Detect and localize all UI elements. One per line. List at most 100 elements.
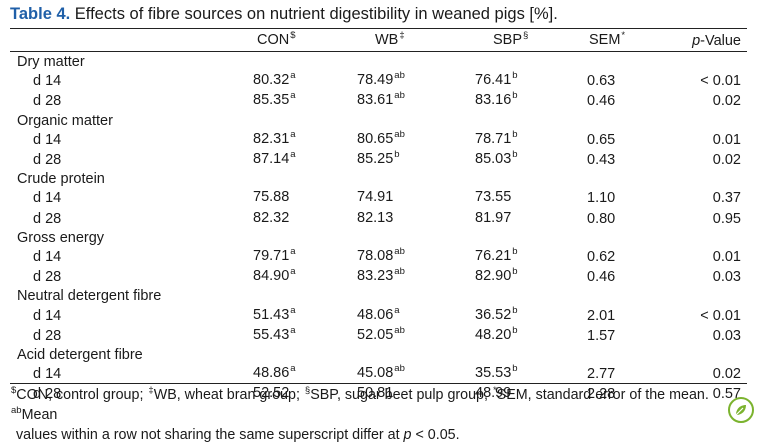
sem-value: 2.28 — [587, 386, 616, 403]
table-footnote: $CON, control group; ‡WB, wheat bran gro… — [10, 385, 750, 445]
sbp-value: 35.53b — [475, 363, 518, 382]
wb-value: 45.08ab — [357, 363, 405, 382]
table-row: d 14 79.71a 78.08ab 76.21b 0.62 0.01 — [10, 246, 747, 267]
group-label: Crude protein — [17, 171, 105, 188]
p-value: 0.95 — [712, 210, 741, 227]
sem-value: 1.10 — [587, 190, 616, 207]
table-figure: Table 4. Effects of fibre sources on nut… — [10, 0, 747, 443]
table-row: d 14 48.86a 45.08ab 35.53b 2.77 0.02 — [10, 363, 747, 384]
p-value: < 0.01 — [700, 73, 741, 90]
sbp-value: 83.16b — [475, 90, 518, 109]
header-sbp: SBP§ — [493, 30, 529, 48]
header-con: CON$ — [257, 30, 296, 48]
sbp-value: 48.20b — [475, 324, 518, 343]
group-row: Crude protein — [10, 170, 747, 188]
row-label: d 28 — [33, 386, 62, 403]
table-row: d 14 51.43a 48.06a 36.52b 2.01 < 0.01 — [10, 304, 747, 326]
con-value: 48.86a — [253, 363, 296, 382]
row-label: d 14 — [33, 249, 62, 266]
sbp-value: 73.55 — [475, 189, 512, 206]
digestibility-table: CON$ WB‡ SBP§ SEM* p-Value Dry matter d 1… — [10, 29, 747, 405]
sbp-value: 36.52b — [475, 304, 518, 323]
sbp-value: 81.97 — [475, 209, 512, 226]
p-value: 0.37 — [712, 190, 741, 207]
sbp-value: 82.90b — [475, 266, 518, 285]
con-value: 52.52 — [253, 385, 290, 402]
group-row: Gross energy — [10, 229, 747, 247]
con-value: 87.14a — [253, 149, 296, 168]
wb-value: 52.05ab — [357, 324, 405, 343]
group-row: Dry matter — [10, 53, 747, 71]
row-label: d 14 — [33, 73, 62, 90]
group-label: Dry matter — [17, 54, 85, 70]
sem-value: 0.63 — [587, 73, 616, 90]
table-row: d 14 80.32a 78.49ab 76.41b 0.63 < 0.01 — [10, 70, 747, 91]
group-label: Neutral detergent fibre — [17, 288, 162, 305]
header-rule — [10, 51, 747, 52]
wb-value: 78.08ab — [357, 246, 405, 265]
group-label: Gross energy — [17, 229, 105, 246]
group-row: Neutral detergent fibre — [10, 287, 747, 305]
sem-value: 0.65 — [587, 131, 616, 148]
p-value: 0.02 — [712, 93, 741, 110]
wb-value: 74.91 — [357, 189, 394, 206]
con-value: 80.32a — [253, 70, 296, 89]
sbp-value: 48.99 — [475, 385, 512, 402]
wb-value: 85.25b — [357, 149, 400, 168]
p-value: 0.02 — [712, 152, 741, 169]
p-value: 0.03 — [712, 327, 741, 344]
wb-value: 80.65ab — [357, 128, 405, 147]
sbp-value: 78.71b — [475, 128, 518, 147]
p-value: 0.02 — [712, 366, 741, 383]
table-row: d 28 87.14a 85.25b 85.03b 0.43 0.02 — [10, 149, 747, 170]
wb-value: 78.49ab — [357, 70, 405, 89]
group-row: Acid detergent fibre — [10, 346, 747, 364]
sbp-value: 76.41b — [475, 70, 518, 89]
wb-value: 50.81 — [357, 385, 394, 402]
con-value: 51.43a — [253, 304, 296, 323]
group-row: Organic matter — [10, 112, 747, 130]
sem-value: 2.01 — [587, 307, 616, 324]
footnote-line-1: $CON, control group; ‡WB, wheat bran gro… — [11, 385, 709, 423]
sem-value: 0.80 — [587, 210, 616, 227]
wb-value: 48.06a — [357, 304, 400, 323]
table-row: d 28 52.52 50.81 48.99 2.28 0.57 — [10, 384, 747, 404]
table-body: Dry matter d 14 80.32a 78.49ab 76.41b 0.63 < 0… — [10, 53, 747, 405]
leaf-icon — [735, 405, 746, 416]
table-row: d 28 55.43a 52.05ab 48.20b 1.57 0.03 — [10, 324, 747, 346]
table-row: d 28 82.32 82.13 81.97 0.80 0.95 — [10, 209, 747, 229]
table-caption: Table 4. Effects of fibre sources on nut… — [10, 3, 747, 25]
wb-value: 83.61ab — [357, 90, 405, 109]
header-p-value: p-Value — [692, 33, 741, 49]
row-label: d 14 — [33, 190, 62, 207]
row-label: d 28 — [33, 210, 62, 227]
con-value: 84.90a — [253, 266, 296, 285]
leaf-badge-icon[interactable] — [728, 397, 754, 423]
p-value: 0.01 — [712, 131, 741, 148]
bottom-rule — [10, 383, 747, 384]
group-label: Organic matter — [17, 112, 113, 129]
caption-label: Table 4. — [10, 5, 71, 23]
row-label: d 28 — [33, 93, 62, 110]
row-label: d 28 — [33, 269, 62, 286]
table-row: d 14 82.31a 80.65ab 78.71b 0.65 0.01 — [10, 128, 747, 150]
wb-value: 83.23ab — [357, 266, 405, 285]
sem-value: 0.62 — [587, 249, 616, 266]
footnote-line-2: values within a row not sharing the same… — [16, 427, 460, 443]
row-label: d 28 — [33, 152, 62, 169]
row-label: d 28 — [33, 327, 62, 344]
table-header: CON$ WB‡ SBP§ SEM* p-Value — [10, 29, 747, 53]
table-row: d 28 84.90a 83.23ab 82.90b 0.46 0.03 — [10, 266, 747, 287]
group-label: Acid detergent fibre — [17, 347, 143, 364]
header-sem: SEM* — [589, 30, 626, 48]
row-label: d 14 — [33, 366, 62, 383]
row-label: d 14 — [33, 307, 62, 324]
sbp-value: 85.03b — [475, 149, 518, 168]
con-value: 85.35a — [253, 90, 296, 109]
wb-value: 82.13 — [357, 209, 394, 226]
table-row: d 28 85.35a 83.61ab 83.16b 0.46 0.02 — [10, 90, 747, 111]
con-value: 75.88 — [253, 189, 290, 206]
caption-text: Effects of fibre sources on nutrient dig… — [70, 5, 558, 23]
header-blank — [10, 29, 235, 53]
sbp-value: 76.21b — [475, 246, 518, 265]
